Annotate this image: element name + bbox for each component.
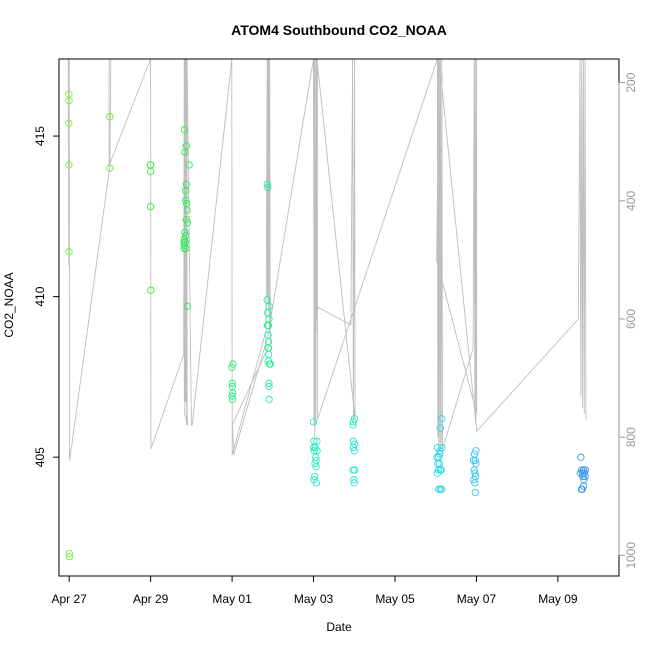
x-tick-label: Apr 29	[133, 592, 169, 606]
data-point	[438, 415, 446, 423]
data-point	[181, 187, 190, 195]
data-point	[265, 395, 273, 404]
y-tick-label: 415	[33, 126, 47, 146]
data-point	[349, 466, 357, 474]
data-point	[309, 418, 318, 426]
data-point	[106, 113, 114, 121]
data-point	[472, 447, 480, 455]
data-point	[471, 488, 479, 497]
data-point	[185, 161, 193, 169]
secondary-y-tick-label: 1000	[624, 542, 638, 569]
data-point	[180, 125, 189, 134]
data-point-layer	[65, 90, 589, 561]
data-point	[349, 418, 357, 426]
axes-layer: Apr 27 Apr 29 May 01 May 03 May 05 May 07 May …	[33, 58, 638, 606]
data-point	[470, 476, 478, 484]
data-point	[65, 97, 73, 105]
altitude-track-line	[67, 57, 587, 461]
x-axis-label: Date	[326, 620, 352, 634]
data-point	[106, 164, 114, 172]
secondary-y-tick-label: 600	[624, 309, 638, 329]
plot-frame	[58, 58, 620, 577]
altitude-track-layer	[67, 57, 587, 461]
data-point	[436, 450, 444, 458]
data-point	[471, 456, 479, 465]
data-point	[181, 148, 189, 156]
data-point	[438, 485, 446, 493]
x-tick-label: May 07	[457, 592, 497, 606]
data-point	[228, 379, 236, 387]
data-point	[65, 549, 73, 558]
data-point	[263, 296, 271, 304]
data-point	[65, 553, 74, 561]
x-tick-label: May 01	[212, 592, 252, 606]
data-point	[180, 241, 188, 249]
data-point	[581, 472, 589, 481]
data-point	[349, 443, 358, 452]
data-point	[228, 392, 236, 400]
y-tick-label: 410	[33, 286, 47, 306]
x-tick-label: May 09	[538, 592, 578, 606]
data-point	[265, 379, 273, 387]
y-tick-label: 405	[33, 447, 47, 467]
data-point	[438, 443, 446, 452]
data-point	[183, 219, 192, 227]
secondary-y-tick-label: 400	[624, 190, 638, 210]
secondary-y-tick-label: 200	[624, 72, 638, 92]
data-point	[350, 476, 358, 484]
data-point	[313, 437, 321, 445]
data-point	[349, 421, 357, 429]
data-point	[228, 395, 237, 404]
data-point	[65, 119, 73, 127]
data-point	[264, 183, 272, 192]
data-point	[146, 203, 155, 211]
data-point	[311, 459, 319, 468]
data-point	[180, 244, 188, 253]
data-point	[264, 321, 273, 330]
data-point	[265, 350, 273, 359]
data-point	[265, 382, 273, 391]
data-point	[434, 466, 442, 474]
y-axis-label: CO2_NOAA	[2, 272, 16, 337]
data-point	[350, 447, 358, 455]
data-point	[578, 485, 586, 493]
data-point	[229, 360, 237, 368]
data-point	[65, 248, 73, 256]
data-point	[263, 180, 271, 188]
data-point	[350, 479, 358, 487]
data-point	[183, 206, 191, 214]
data-point	[579, 482, 588, 490]
x-tick-label: May 05	[375, 592, 415, 606]
data-point	[436, 424, 444, 432]
secondary-y-tick-label: 800	[624, 427, 638, 447]
data-point	[182, 215, 190, 224]
data-point	[577, 453, 585, 461]
data-point	[312, 463, 320, 471]
data-point	[266, 360, 274, 368]
data-point	[65, 161, 73, 169]
data-point	[471, 479, 479, 487]
data-point	[147, 286, 155, 294]
data-point	[228, 363, 236, 371]
x-tick-label: May 03	[294, 592, 334, 606]
x-tick-label: Apr 27	[52, 592, 88, 606]
data-point	[437, 466, 445, 474]
data-point	[350, 466, 359, 474]
data-point	[182, 196, 190, 204]
data-point	[579, 472, 587, 481]
data-point	[312, 479, 321, 487]
data-point	[183, 302, 192, 310]
chart-title: ATOM4 Southbound CO2_NOAA	[231, 22, 447, 38]
data-point	[146, 167, 155, 176]
